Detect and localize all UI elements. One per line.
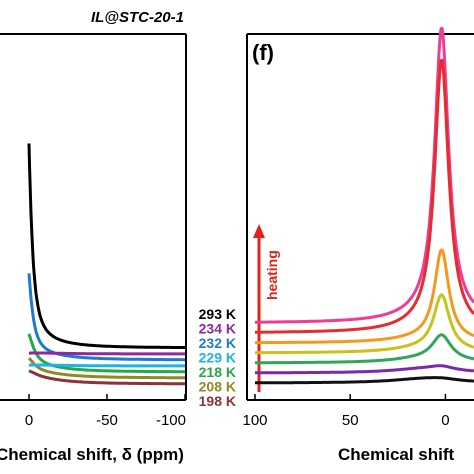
left-spectra <box>27 143 186 386</box>
x-tick-label: -50 <box>96 412 118 429</box>
spectrum-right-4 <box>254 248 474 345</box>
left-x-axis-label: Chemical shift, δ (ppm) <box>0 445 184 464</box>
legend-entry: 208 K <box>199 379 236 395</box>
spectrum-293k <box>27 143 186 349</box>
spectrum-198k <box>28 369 186 386</box>
spectrum-right-3 <box>254 293 474 355</box>
legend-entry: 232 K <box>199 335 236 351</box>
spectrum-right-6 <box>254 26 474 324</box>
x-tick-label: 0 <box>441 412 449 429</box>
left-panel-title: IL@STC-20-1 <box>91 9 184 26</box>
spectrum-234k <box>28 351 186 356</box>
spectrum-right-1 <box>254 364 474 375</box>
heating-arrow-head <box>253 224 265 238</box>
x-tick-label: 50 <box>342 412 359 429</box>
spectrum-right-2 <box>254 333 474 365</box>
right-x-ticks: 100 50 0 <box>242 394 450 429</box>
x-tick-label: -100 <box>156 412 186 429</box>
right-x-axis-label: Chemical shift <box>338 445 455 464</box>
spectrum-right-5 <box>254 58 474 334</box>
x-tick-label: 0 <box>25 412 33 429</box>
right-spectra <box>254 26 474 385</box>
legend-entry: 218 K <box>199 364 236 380</box>
left-x-ticks: 0 -50 -100 <box>25 394 186 429</box>
right-panel: (f) heating 100 50 0 Chemical shift <box>242 26 474 464</box>
spectrum-right-0 <box>254 376 474 385</box>
spectrum-208k <box>27 357 186 380</box>
x-tick-label: 100 <box>242 412 267 429</box>
heating-arrow-label: heating <box>264 250 280 300</box>
right-panel-label: (f) <box>252 40 274 65</box>
legend-entry: 229 K <box>199 350 236 366</box>
heating-arrow: heating <box>253 224 280 392</box>
spectrum-229k <box>28 363 186 368</box>
legend-entry: 198 K <box>199 393 236 409</box>
legend-entry: 234 K <box>199 321 236 337</box>
legend-entry: 293 K <box>199 306 236 322</box>
